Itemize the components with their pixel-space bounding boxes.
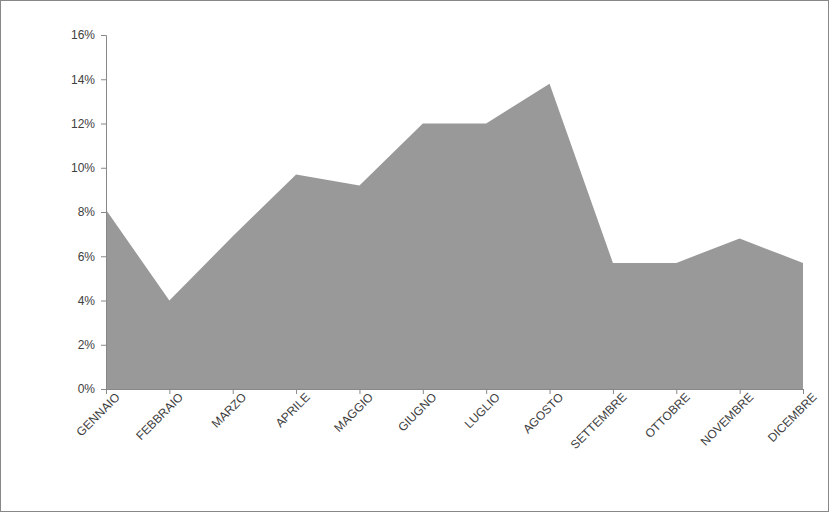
y-tick: 0% xyxy=(78,382,106,396)
y-tick-mark xyxy=(101,212,106,213)
y-tick-label: 16% xyxy=(71,28,95,42)
y-tick: 4% xyxy=(78,294,106,308)
x-tick-label: MARZO xyxy=(209,390,250,431)
y-axis: 0% 2% 4% 6% 8% 10% 12% 14% 16% xyxy=(71,28,107,396)
x-tick: MAGGIO xyxy=(331,389,376,435)
x-tick-mark xyxy=(359,389,360,394)
area xyxy=(106,84,803,389)
x-tick: NOVEMBRE xyxy=(698,389,756,449)
chart: 0% 2% 4% 6% 8% 10% 12% 14% 16% GENNAIOFEBBRAIO MAR… xyxy=(0,0,829,512)
x-tick-mark xyxy=(613,389,614,394)
x-tick-label: GENNAIO xyxy=(74,390,123,439)
y-tick: 16% xyxy=(71,28,106,42)
x-tick-label: FEBBRAIO xyxy=(133,390,186,443)
x-tick-mark xyxy=(423,389,424,394)
y-tick-mark xyxy=(101,79,106,80)
marks xyxy=(106,84,803,389)
plot: 0% 2% 4% 6% 8% 10% 12% 14% 16% GENNAIOFEBBRAIO MAR… xyxy=(71,28,820,452)
x-tick-label: NOVEMBRE xyxy=(698,390,756,448)
x-tick: AGOSTO xyxy=(520,389,566,436)
y-tick-label: 0% xyxy=(78,382,96,396)
y-tick-label: 6% xyxy=(78,250,96,264)
y-axis-line xyxy=(101,36,107,390)
y-tick-mark xyxy=(101,35,106,36)
x-tick-mark xyxy=(233,389,234,394)
y-tick-mark xyxy=(101,168,106,169)
x-tick-mark xyxy=(803,389,804,394)
x-tick-label: SETTEMBRE xyxy=(568,390,630,452)
y-tick-label: 10% xyxy=(71,161,95,175)
x-tick: MARZO xyxy=(209,389,250,431)
x-tick-label: AGOSTO xyxy=(520,390,566,436)
y-tick: 6% xyxy=(78,250,106,264)
y-tick-label: 2% xyxy=(78,338,96,352)
x-tick-label: DICEMBRE xyxy=(765,390,820,445)
x-axis-line xyxy=(107,390,804,395)
x-tick-mark xyxy=(106,389,107,394)
x-tick-mark xyxy=(169,389,170,394)
x-tick-label: MAGGIO xyxy=(331,390,376,435)
y-tick: 10% xyxy=(71,161,106,175)
y-tick-label: 12% xyxy=(71,117,95,131)
y-tick-mark xyxy=(101,256,106,257)
x-tick: SETTEMBRE xyxy=(568,389,630,452)
y-tick-mark xyxy=(101,124,106,125)
y-tick: 8% xyxy=(78,205,106,219)
y-tick-label: 14% xyxy=(71,73,95,87)
x-tick-label: LUGLIO xyxy=(462,390,503,431)
y-tick: 2% xyxy=(78,338,106,352)
x-tick: FEBBRAIO xyxy=(133,389,186,443)
chart-border xyxy=(1,1,829,512)
y-tick-mark xyxy=(101,301,106,302)
x-tick: OTTOBRE xyxy=(642,389,693,441)
y-tick-mark xyxy=(101,345,106,346)
x-tick-mark xyxy=(486,389,487,394)
y-tick: 14% xyxy=(71,73,106,87)
y-tick-label: 4% xyxy=(78,294,96,308)
x-tick: DICEMBRE xyxy=(765,389,820,445)
x-tick-label: GIUGNO xyxy=(395,390,439,434)
x-tick: APRILE xyxy=(273,389,313,430)
x-tick-label: APRILE xyxy=(273,390,313,430)
x-tick-mark xyxy=(676,389,677,394)
x-tick-mark xyxy=(740,389,741,394)
x-tick-label: OTTOBRE xyxy=(642,390,693,441)
y-tick-label: 8% xyxy=(78,205,96,219)
x-tick-mark xyxy=(296,389,297,394)
x-tick: LUGLIO xyxy=(462,389,503,431)
x-tick: GIUGNO xyxy=(395,389,439,434)
y-tick-mark xyxy=(101,389,106,390)
x-tick: GENNAIO xyxy=(74,389,123,439)
x-tick-mark xyxy=(550,389,551,394)
y-tick: 12% xyxy=(71,117,106,131)
x-axis: GENNAIOFEBBRAIO MARZO APRILE MAGGIO GIUGNO LU… xyxy=(74,389,820,452)
